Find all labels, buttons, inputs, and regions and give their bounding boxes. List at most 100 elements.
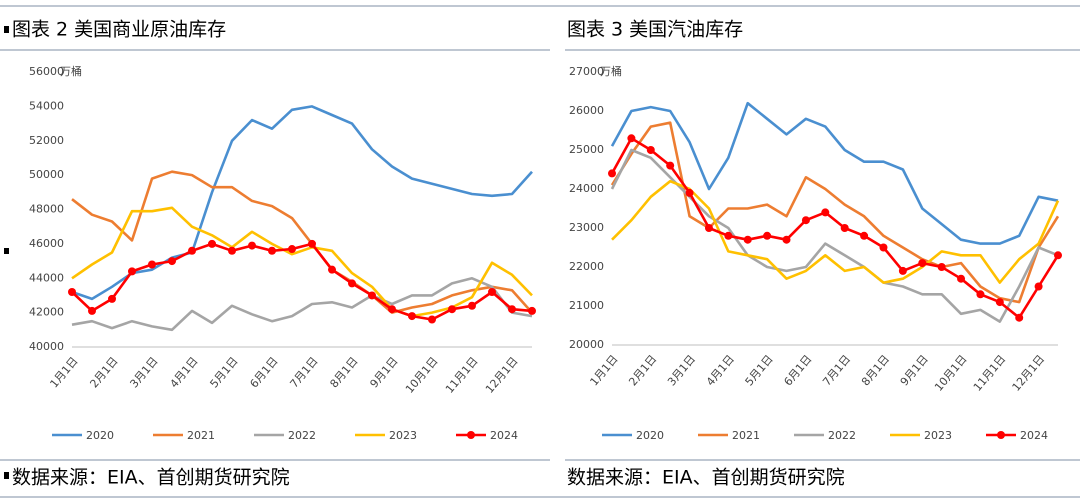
x-tick-label: 1月1日 bbox=[587, 353, 620, 389]
legend-label: 2021 bbox=[187, 429, 215, 442]
x-tick-label: 11月1日 bbox=[443, 355, 481, 396]
series-marker bbox=[898, 266, 907, 275]
series-marker bbox=[763, 231, 772, 240]
x-tick-label: 7月1日 bbox=[820, 353, 853, 389]
series-marker bbox=[208, 239, 216, 248]
y-tick-label: 48000 bbox=[29, 203, 64, 216]
series-marker bbox=[918, 259, 927, 268]
series-marker bbox=[388, 305, 396, 314]
series-marker bbox=[148, 260, 156, 269]
x-tick-label: 12月1日 bbox=[1010, 353, 1048, 394]
x-tick-label: 3月1日 bbox=[665, 353, 698, 389]
x-tick-label: 2月1日 bbox=[626, 353, 659, 389]
series-marker bbox=[1015, 313, 1024, 322]
series-marker bbox=[288, 245, 296, 254]
series-marker bbox=[368, 291, 376, 300]
series-marker bbox=[448, 305, 456, 314]
series-marker bbox=[528, 306, 536, 315]
y-tick-label: 20000 bbox=[569, 338, 604, 351]
chart-title: 图表 3 美国汽油库存 bbox=[567, 19, 743, 41]
series-marker bbox=[428, 315, 436, 324]
series-marker bbox=[743, 235, 752, 244]
series-line bbox=[71, 105, 533, 301]
series-marker bbox=[468, 301, 476, 310]
x-tick-label: 5月1日 bbox=[207, 355, 240, 391]
x-tick-label: 6月1日 bbox=[247, 355, 280, 391]
x-tick-label: 8月1日 bbox=[859, 353, 892, 389]
series-marker bbox=[821, 208, 830, 217]
x-tick-label: 8月1日 bbox=[327, 355, 360, 391]
legend-label: 2020 bbox=[86, 429, 114, 442]
y-tick-label: 25000 bbox=[569, 143, 604, 156]
y-tick-label: 52000 bbox=[29, 134, 64, 147]
legend-label: 2024 bbox=[490, 429, 518, 442]
x-tick-label: 6月1日 bbox=[781, 353, 814, 389]
series-marker bbox=[957, 274, 966, 283]
legend-label: 2022 bbox=[288, 429, 316, 442]
source-note: 数据来源：EIA、首创期货研究院 bbox=[12, 467, 290, 489]
series-marker bbox=[508, 305, 516, 314]
x-tick-label: 1月1日 bbox=[47, 355, 80, 391]
y-tick-label: 40000 bbox=[29, 340, 64, 353]
legend-label: 2021 bbox=[732, 429, 760, 442]
series-marker bbox=[995, 298, 1004, 307]
series-marker bbox=[976, 290, 985, 299]
legend-label: 2023 bbox=[924, 429, 952, 442]
bullet bbox=[4, 472, 9, 479]
x-tick-label: 4月1日 bbox=[704, 353, 737, 389]
series-marker bbox=[68, 288, 76, 296]
series-marker bbox=[646, 146, 655, 154]
series-marker bbox=[328, 265, 336, 274]
legend-label: 2020 bbox=[636, 429, 664, 442]
series-marker bbox=[937, 263, 946, 271]
y-tick-label: 27000 bbox=[569, 65, 604, 78]
x-tick-label: 7月1日 bbox=[287, 355, 320, 391]
bullet bbox=[4, 248, 9, 254]
series-marker bbox=[860, 231, 869, 240]
x-tick-label: 3月1日 bbox=[127, 355, 160, 391]
y-tick-label: 42000 bbox=[29, 306, 64, 319]
x-tick-label: 10月1日 bbox=[932, 353, 970, 394]
series-marker bbox=[88, 306, 96, 315]
series-marker bbox=[724, 231, 733, 240]
series-marker bbox=[348, 279, 356, 288]
x-tick-label: 9月1日 bbox=[898, 353, 931, 389]
y-tick-label: 56000 bbox=[29, 65, 64, 78]
series-marker bbox=[666, 161, 675, 170]
legend-marker bbox=[997, 431, 1005, 439]
series-marker bbox=[608, 169, 616, 178]
x-tick-label: 4月1日 bbox=[167, 355, 200, 391]
series-marker bbox=[1034, 282, 1043, 291]
legend-label: 2023 bbox=[389, 429, 417, 442]
series-line bbox=[71, 277, 533, 332]
series-marker bbox=[228, 246, 236, 255]
legend-label: 2022 bbox=[828, 429, 856, 442]
source-note: 数据来源：EIA、首创期货研究院 bbox=[567, 467, 845, 489]
series-marker bbox=[685, 188, 694, 197]
x-tick-label: 9月1日 bbox=[367, 355, 400, 391]
series-marker bbox=[108, 294, 116, 303]
legend-label: 2024 bbox=[1020, 429, 1048, 442]
chart-title: 图表 2 美国商业原油库存 bbox=[12, 19, 226, 41]
y-tick-label: 44000 bbox=[29, 271, 64, 284]
series-marker bbox=[1054, 251, 1062, 260]
series-marker bbox=[801, 216, 810, 225]
series-line bbox=[610, 101, 1059, 245]
y-axis-label: 万桶 bbox=[600, 64, 622, 78]
x-tick-label: 5月1日 bbox=[743, 353, 776, 389]
series-marker bbox=[308, 239, 316, 248]
series-marker bbox=[268, 246, 276, 255]
x-tick-label: 2月1日 bbox=[87, 355, 120, 391]
series-marker bbox=[248, 241, 256, 250]
series-marker bbox=[488, 288, 496, 296]
y-tick-label: 46000 bbox=[29, 237, 64, 250]
y-tick-label: 22000 bbox=[569, 260, 604, 273]
y-tick-label: 24000 bbox=[569, 182, 604, 195]
y-tick-label: 26000 bbox=[569, 104, 604, 117]
y-tick-label: 23000 bbox=[569, 221, 604, 234]
series-marker bbox=[168, 257, 176, 266]
series-marker bbox=[408, 312, 416, 321]
series-marker bbox=[782, 235, 791, 244]
x-tick-label: 11月1日 bbox=[971, 353, 1009, 394]
y-tick-label: 50000 bbox=[29, 168, 64, 181]
